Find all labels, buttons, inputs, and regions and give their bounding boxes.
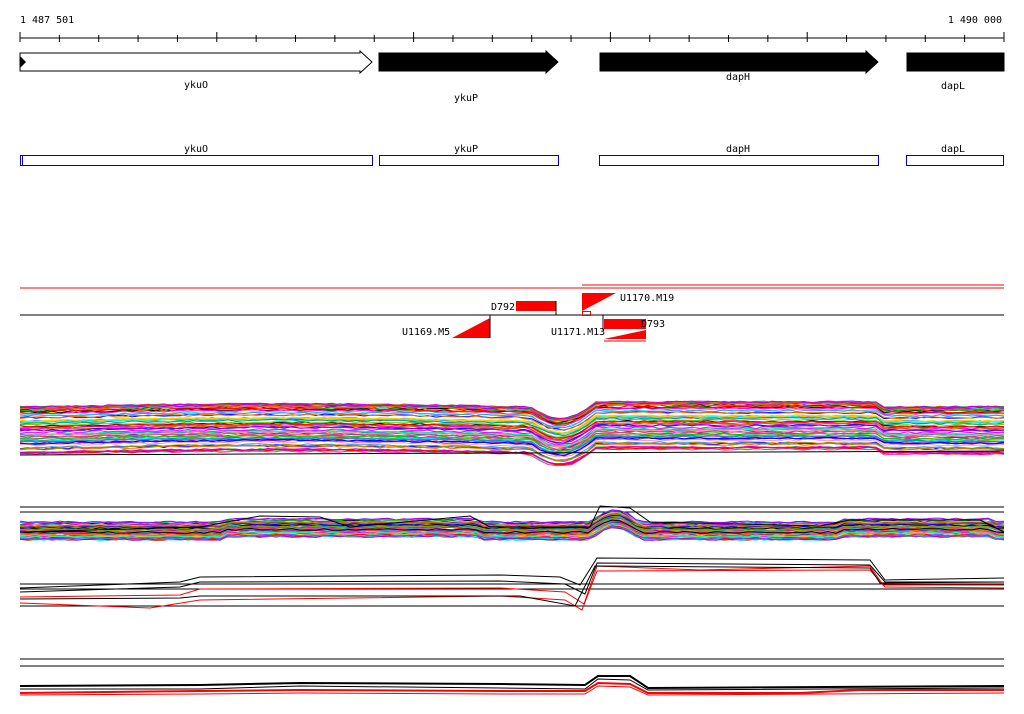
expression-line (19, 509, 1005, 524)
feature-label-u1169-m5: U1169.M5 (402, 327, 450, 338)
annotation-label-daph: dapH (726, 144, 750, 155)
expression-line (19, 406, 1005, 427)
feature-label-u1171-m13: U1171.M13 (551, 327, 605, 338)
expression-line (19, 523, 1005, 538)
expression-track-3 (19, 557, 1005, 611)
expression-line (19, 436, 1005, 457)
expression-line (19, 526, 1005, 541)
annotation-label-ykup: ykuP (454, 144, 478, 155)
feature-d792[interactable] (516, 301, 557, 315)
expression-line (19, 569, 1005, 611)
gene-arrow-ykuo[interactable] (19, 49, 373, 75)
expression-line (19, 442, 1005, 462)
expression-line (19, 400, 1005, 420)
expression-line (19, 675, 1005, 690)
expression-line (19, 409, 1005, 429)
expression-line (20, 402, 1005, 422)
expression-line (19, 522, 1005, 536)
expression-line (19, 427, 1005, 447)
expression-line (19, 441, 1005, 461)
gene-arrow-ykup[interactable] (378, 49, 559, 75)
expression-line (19, 422, 1005, 443)
expression-track-2 (19, 505, 1005, 542)
feature-track: D792 U1170.M19 U1169.M5 U1171.M13 D793 (20, 284, 1004, 342)
expression-line (19, 418, 1005, 438)
expression-line (19, 565, 1005, 607)
expression-line (19, 430, 1005, 450)
feature-d793[interactable] (604, 330, 646, 342)
expression-line (19, 513, 1005, 528)
expression-line (19, 438, 1005, 458)
expression-line (19, 525, 1005, 540)
expression-line (20, 511, 1005, 527)
ruler-start-label: 1 487 501 (20, 15, 74, 26)
feature-u1171-m13[interactable] (602, 315, 646, 330)
expression-line (19, 681, 1004, 694)
feature-label-u1170-m19: U1170.M19 (620, 293, 674, 304)
expression-line (19, 424, 1005, 444)
expression-line (19, 425, 1005, 446)
expression-track-1 (19, 400, 1005, 467)
gene-arrow-dapl[interactable] (906, 52, 1005, 72)
annotation-box-daph[interactable] (599, 155, 879, 166)
feature-u1169-m5[interactable] (452, 315, 491, 338)
expression-line (19, 557, 1005, 589)
annotation-box-dapl[interactable] (906, 155, 1004, 166)
expression-track-4 (19, 658, 1005, 696)
gene-label-ykuo: ykuO (184, 80, 208, 91)
gene-label-daph: dapH (726, 72, 750, 83)
ruler-ticks (19, 32, 1005, 42)
expression-line (19, 516, 1005, 532)
annotation-box-ykuo[interactable] (20, 155, 373, 166)
expression-line (19, 416, 1005, 437)
coordinate-ruler: 1 487 501 1 490 000 (19, 15, 1005, 42)
expression-line (19, 414, 1005, 435)
feature-u1170-m19[interactable] (582, 293, 616, 316)
feature-label-d792: D792 (491, 302, 515, 313)
expression-line (19, 405, 1005, 425)
expression-line (20, 678, 1005, 691)
feature-label-d793: D793 (641, 319, 665, 330)
expression-line (19, 428, 1005, 447)
annotation-label-ykuo: ykuO (184, 144, 208, 155)
annotation-box-ykup[interactable] (379, 155, 559, 166)
expression-line (19, 435, 1005, 455)
expression-line (19, 519, 1005, 534)
gene-arrow-daph[interactable] (599, 49, 879, 75)
expression-line (19, 411, 1005, 431)
gene-track: ykuO ykuP dapH dapL (19, 49, 1005, 104)
ruler-end-label: 1 490 000 (948, 15, 1002, 26)
expression-line (19, 432, 1005, 452)
expression-line (19, 685, 1005, 696)
annotation-track: ykuO ykuP dapH dapL (20, 144, 1004, 166)
expression-line (19, 562, 1004, 595)
gene-label-ykup: ykuP (454, 93, 478, 104)
gene-label-dapl: dapL (941, 81, 965, 92)
expression-line (19, 420, 1005, 439)
annotation-label-dapl: dapL (941, 144, 965, 155)
